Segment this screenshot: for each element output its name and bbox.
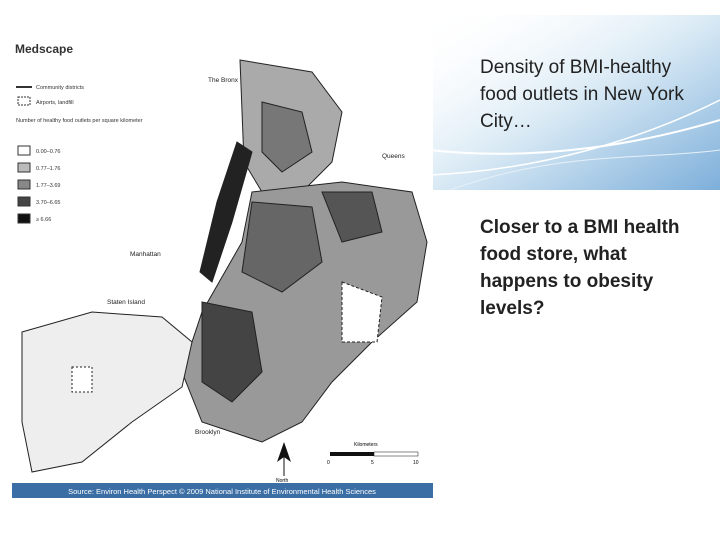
legend-entry: ≥ 6.66 bbox=[36, 217, 51, 223]
place-label: Staten Island bbox=[107, 299, 145, 306]
map: Medscape Community districts Airports, l… bbox=[12, 42, 433, 498]
place-label: The Bronx bbox=[208, 77, 239, 84]
place-label: Queens bbox=[382, 153, 406, 160]
legend-entry: 0.00–0.76 bbox=[36, 149, 60, 155]
map-source: Source: Environ Health Perspect © 2009 N… bbox=[68, 487, 376, 496]
map-shapes bbox=[12, 59, 433, 498]
legend-title: Number of healthy food outlets per squar… bbox=[16, 118, 143, 124]
legend-entry: 1.77–3.69 bbox=[36, 183, 60, 189]
legend-entry: Community districts bbox=[36, 85, 84, 91]
north-label: North bbox=[276, 478, 288, 484]
legend-entry: 3.70–6.65 bbox=[36, 200, 60, 206]
scale-tick: 0 bbox=[327, 460, 330, 466]
legend bbox=[16, 86, 32, 224]
scale-tick: 10 bbox=[413, 460, 419, 466]
slide-body: Closer to a BMI health food store, what … bbox=[480, 217, 680, 319]
scale-title: Kilometers bbox=[354, 442, 378, 448]
place-label: Manhattan bbox=[130, 251, 161, 258]
map-logo: Medscape bbox=[15, 42, 73, 56]
scale-tick: 5 bbox=[371, 460, 374, 466]
legend-entry: 0.77–1.76 bbox=[36, 166, 60, 172]
place-label: Brooklyn bbox=[195, 429, 221, 436]
slide-title: Density of BMI-healthy food outlets in N… bbox=[480, 57, 684, 132]
scale-bar: Kilometers 0 5 10 North bbox=[276, 442, 419, 484]
legend-entry: Airports, landfill bbox=[36, 100, 74, 106]
